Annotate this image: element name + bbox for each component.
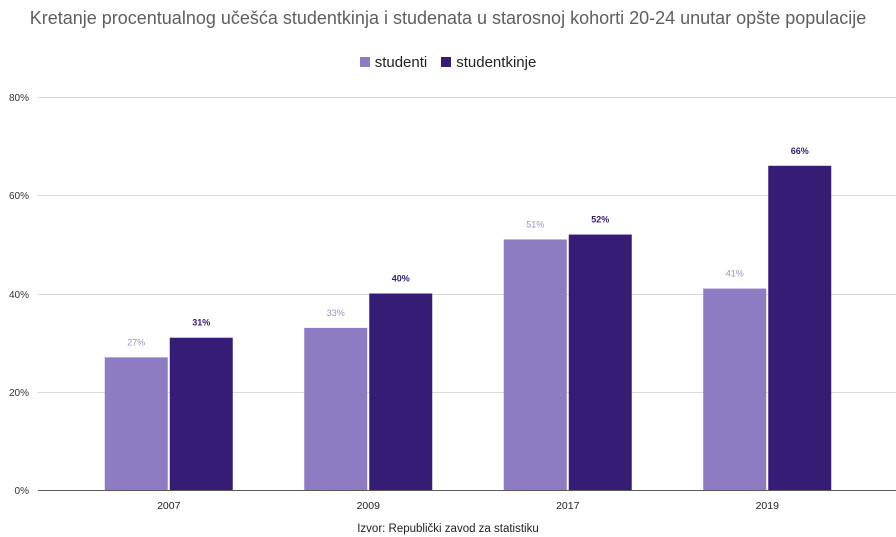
x-tick-label-2009: 2009 [357,500,381,512]
legend-swatch-studenti [359,57,370,67]
bar-studenti-2009 [304,327,368,490]
bar-group-2017: 51% 52% [503,215,632,490]
y-tick-label: 80% [9,93,29,104]
x-tick-label-2019: 2019 [756,500,780,512]
legend-item-studentkinje: studentkinje [441,54,536,71]
chart-title: Kretanje procentualnog učešća studentkin… [29,8,867,28]
bar-studenti-2007 [104,357,168,490]
y-tick-label: 0% [15,486,30,497]
legend-swatch-studentkinje [441,57,452,67]
bar-group-2009: 33% 40% [304,274,433,490]
legend-label-studentkinje: studentkinje [456,53,537,71]
y-tick-label: 40% [9,290,29,301]
legend-item-studenti: studenti [359,53,428,71]
y-tick-label: 20% [9,388,29,399]
x-tick-label-2007: 2007 [157,500,181,512]
y-axis-labels: 0% 20% 40% 60% 80% [9,93,29,497]
bar-group-2019: 41% 66% [703,146,832,490]
bar-studenti-2017 [503,239,567,490]
bar-studentkinje-2017 [568,234,632,490]
data-label-studentkinje-2009: 40% [392,274,410,284]
data-label-studenti-2007: 27% [127,337,145,347]
bar-studentkinje-2007 [169,337,233,490]
data-label-studenti-2017: 51% [526,219,544,229]
bar-studentkinje-2009 [369,293,433,490]
data-label-studenti-2019: 41% [726,269,744,279]
x-axis-labels: 2007 2009 2017 2019 [157,500,779,512]
data-label-studentkinje-2019: 66% [791,146,809,156]
bar-studenti-2019 [703,288,767,490]
legend: studenti studentkinje [0,52,896,72]
x-tick-label-2017: 2017 [556,500,580,512]
bars: 27% 31% 33% 40% 51% 52% 41% 66% [104,146,832,490]
y-tick-label: 60% [9,191,29,202]
data-label-studenti-2009: 33% [327,308,345,318]
source-note: Izvor: Republički zavod za statistiku [357,523,539,535]
legend-label-studenti: studenti [374,53,428,71]
bar-studentkinje-2019 [768,165,832,490]
data-label-studentkinje-2017: 52% [591,215,609,225]
data-label-studentkinje-2007: 31% [192,318,210,328]
gridlines [38,97,896,393]
bar-group-2007: 27% 31% [104,318,233,490]
